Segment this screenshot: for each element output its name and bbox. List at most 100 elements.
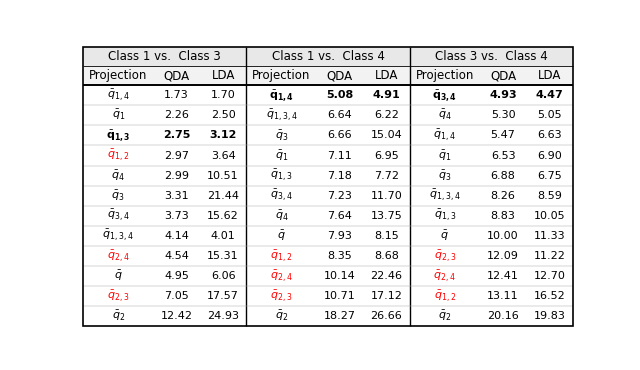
Text: 1.73: 1.73 — [164, 90, 189, 100]
Text: 13.75: 13.75 — [371, 211, 403, 221]
Text: 7.11: 7.11 — [328, 151, 352, 161]
Text: $\bar{q}_{1,2}$: $\bar{q}_{1,2}$ — [434, 289, 456, 304]
Text: 15.04: 15.04 — [371, 130, 403, 141]
Bar — [246, 66, 410, 85]
Text: 10.71: 10.71 — [324, 291, 356, 301]
Text: $\bar{q}_{2}$: $\bar{q}_{2}$ — [438, 309, 451, 323]
Bar — [83, 85, 573, 326]
Text: 2.97: 2.97 — [164, 151, 189, 161]
Text: $\bar{q}$: $\bar{q}$ — [114, 269, 122, 283]
Text: 19.83: 19.83 — [534, 311, 566, 321]
Text: 6.75: 6.75 — [537, 171, 562, 181]
Text: 7.18: 7.18 — [328, 171, 352, 181]
Text: 4.54: 4.54 — [164, 251, 189, 261]
Text: $\bar{q}_{4}$: $\bar{q}_{4}$ — [111, 168, 125, 183]
Text: 4.47: 4.47 — [536, 90, 563, 100]
Text: Projection: Projection — [89, 69, 147, 82]
Text: $\bar{q}_{2,4}$: $\bar{q}_{2,4}$ — [107, 248, 129, 263]
Text: QDA: QDA — [163, 69, 189, 82]
Text: 2.26: 2.26 — [164, 110, 189, 120]
Bar — [83, 47, 246, 66]
Text: 8.83: 8.83 — [491, 211, 516, 221]
Text: 7.23: 7.23 — [328, 191, 352, 201]
Text: $\bar{q}_{3,4}$: $\bar{q}_{3,4}$ — [107, 208, 129, 223]
Text: $\bar{\mathbf{q}}_{\mathbf{1,4}}$: $\bar{\mathbf{q}}_{\mathbf{1,4}}$ — [269, 88, 294, 102]
Text: LDA: LDA — [374, 69, 398, 82]
Text: 4.91: 4.91 — [372, 90, 400, 100]
Text: 4.14: 4.14 — [164, 231, 189, 241]
Text: 17.57: 17.57 — [207, 291, 239, 301]
Text: 11.22: 11.22 — [534, 251, 566, 261]
Text: 3.31: 3.31 — [164, 191, 189, 201]
Text: 6.66: 6.66 — [328, 130, 352, 141]
Text: 6.95: 6.95 — [374, 151, 399, 161]
Text: $\bar{q}_{1,2}$: $\bar{q}_{1,2}$ — [270, 248, 292, 263]
Text: 12.42: 12.42 — [161, 311, 193, 321]
Bar — [83, 66, 246, 85]
Text: 6.06: 6.06 — [211, 271, 236, 281]
Text: 26.66: 26.66 — [371, 311, 403, 321]
Text: QDA: QDA — [327, 69, 353, 82]
Text: $\bar{q}_{1}$: $\bar{q}_{1}$ — [275, 148, 288, 162]
Text: 22.46: 22.46 — [371, 271, 403, 281]
Text: Class 1 vs.  Class 4: Class 1 vs. Class 4 — [271, 50, 385, 63]
Text: $\bar{\mathbf{q}}_{\mathbf{1,3}}$: $\bar{\mathbf{q}}_{\mathbf{1,3}}$ — [106, 128, 131, 143]
Text: 2.50: 2.50 — [211, 110, 236, 120]
Text: 7.64: 7.64 — [328, 211, 352, 221]
Text: 3.73: 3.73 — [164, 211, 189, 221]
Text: 4.93: 4.93 — [490, 90, 517, 100]
Text: 4.01: 4.01 — [211, 231, 236, 241]
Text: Class 1 vs.  Class 3: Class 1 vs. Class 3 — [108, 50, 221, 63]
Text: 6.22: 6.22 — [374, 110, 399, 120]
Text: $\bar{q}_{1,3}$: $\bar{q}_{1,3}$ — [433, 208, 456, 223]
Text: 12.70: 12.70 — [534, 271, 566, 281]
Text: 8.15: 8.15 — [374, 231, 399, 241]
Text: $\bar{q}$: $\bar{q}$ — [277, 229, 286, 243]
Text: 3.64: 3.64 — [211, 151, 236, 161]
Text: $\bar{q}_{1,3}$: $\bar{q}_{1,3}$ — [270, 168, 292, 183]
Text: $\bar{q}_{3,4}$: $\bar{q}_{3,4}$ — [270, 188, 292, 204]
Bar — [410, 66, 573, 85]
Text: $\bar{q}_{1}$: $\bar{q}_{1}$ — [111, 108, 125, 122]
Text: 13.11: 13.11 — [487, 291, 519, 301]
Text: 5.30: 5.30 — [491, 110, 515, 120]
Text: $\bar{q}_{3}$: $\bar{q}_{3}$ — [438, 168, 451, 183]
Text: 6.53: 6.53 — [491, 151, 515, 161]
Text: 8.26: 8.26 — [491, 191, 516, 201]
Text: 24.93: 24.93 — [207, 311, 239, 321]
Text: 6.64: 6.64 — [328, 110, 352, 120]
Text: 5.08: 5.08 — [326, 90, 353, 100]
Text: $\bar{q}_{3}$: $\bar{q}_{3}$ — [275, 128, 288, 142]
Text: 7.93: 7.93 — [328, 231, 352, 241]
Text: 11.33: 11.33 — [534, 231, 566, 241]
Text: $\bar{q}_{2,3}$: $\bar{q}_{2,3}$ — [107, 289, 129, 304]
Text: 10.51: 10.51 — [207, 171, 239, 181]
Text: QDA: QDA — [490, 69, 516, 82]
Text: Projection: Projection — [252, 69, 310, 82]
Text: $\bar{q}_{3}$: $\bar{q}_{3}$ — [111, 189, 125, 203]
Text: 6.90: 6.90 — [537, 151, 562, 161]
Text: 11.70: 11.70 — [371, 191, 403, 201]
Text: 8.68: 8.68 — [374, 251, 399, 261]
Text: 20.16: 20.16 — [487, 311, 519, 321]
Text: $\bar{q}_{1,4}$: $\bar{q}_{1,4}$ — [107, 88, 129, 103]
Text: 17.12: 17.12 — [371, 291, 403, 301]
Text: 15.31: 15.31 — [207, 251, 239, 261]
Text: LDA: LDA — [538, 69, 561, 82]
Text: 10.00: 10.00 — [487, 231, 519, 241]
Text: 10.05: 10.05 — [534, 211, 566, 221]
Text: 5.05: 5.05 — [538, 110, 562, 120]
Text: 7.05: 7.05 — [164, 291, 189, 301]
Text: 5.47: 5.47 — [491, 130, 516, 141]
Text: $\bar{q}_{1}$: $\bar{q}_{1}$ — [438, 148, 451, 162]
Text: 4.95: 4.95 — [164, 271, 189, 281]
Text: Class 3 vs.  Class 4: Class 3 vs. Class 4 — [435, 50, 548, 63]
Text: 1.70: 1.70 — [211, 90, 236, 100]
Text: 8.59: 8.59 — [537, 191, 562, 201]
Text: 6.88: 6.88 — [491, 171, 516, 181]
Text: $\bar{q}_{2}$: $\bar{q}_{2}$ — [111, 309, 125, 323]
Text: $\bar{q}_{4}$: $\bar{q}_{4}$ — [275, 209, 289, 223]
Text: 2.75: 2.75 — [163, 130, 190, 141]
Text: 8.35: 8.35 — [328, 251, 352, 261]
Text: LDA: LDA — [211, 69, 235, 82]
